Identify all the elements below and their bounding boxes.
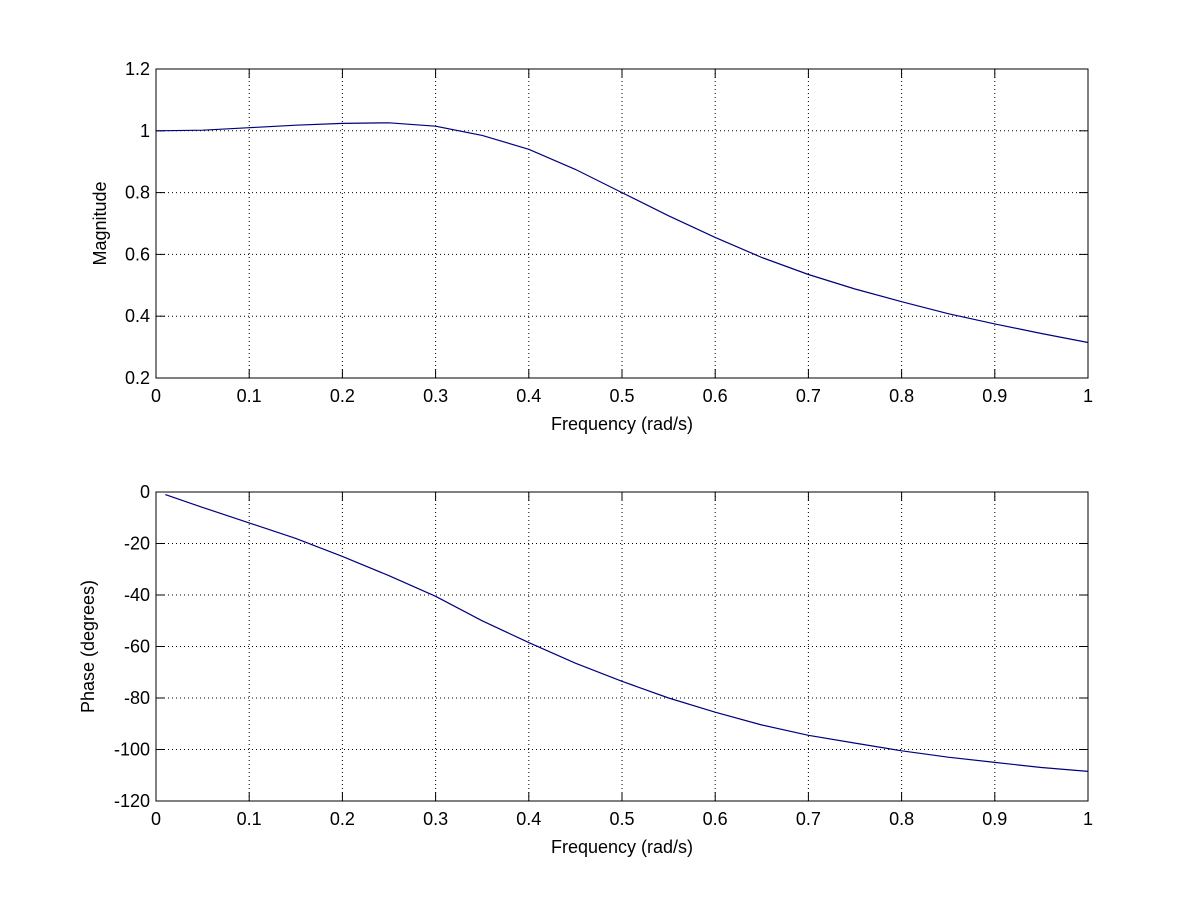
plot-area [156, 69, 1088, 378]
y-tick-label: -120 [114, 791, 150, 811]
x-tick-label: 0.3 [423, 809, 448, 829]
subplot-2: 0 0.1 0.2 0.3 0.4 0.5 0.6 0.7 0.8 0.9 1 -120 -100 -80… [78, 482, 1093, 857]
x-tick-label: 0 [151, 809, 161, 829]
x-tick-label: 0.6 [703, 386, 728, 406]
y-tick-label: -60 [124, 637, 150, 657]
x-tick-label: 1 [1083, 809, 1093, 829]
x-tick-label: 0.4 [516, 809, 541, 829]
x-axis-label: Frequency (rad/s) [551, 837, 693, 857]
y-tick-label: 0.6 [125, 244, 150, 264]
axes-box [155, 491, 1089, 802]
x-tick-label: 1 [1083, 386, 1093, 406]
x-tick-label: 0.1 [237, 386, 262, 406]
x-axis-label: Frequency (rad/s) [551, 414, 693, 434]
y-tick-label: 1 [140, 121, 150, 141]
x-tick-label: 0.9 [982, 809, 1007, 829]
y-tick-label: -20 [124, 534, 150, 554]
x-tick-label: 0.5 [609, 386, 634, 406]
y-tick-label: 1.2 [125, 59, 150, 79]
y-tick-label: 0 [140, 482, 150, 502]
y-tick-label: -80 [124, 688, 150, 708]
x-tick-label: 0.7 [796, 386, 821, 406]
x-tick-label: 0.9 [982, 386, 1007, 406]
x-tick-label: 0.6 [703, 809, 728, 829]
x-tick-label: 0.2 [330, 386, 355, 406]
y-tick-label: 0.4 [125, 306, 150, 326]
series-line [155, 122, 1089, 344]
series-line [165, 494, 1089, 772]
subplot-1: 0 0.1 0.2 0.3 0.4 0.5 0.6 0.7 0.8 0.9 1 0.2 0.4 0.6 0.… [90, 59, 1093, 434]
axes-box [155, 68, 1089, 379]
x-tick-label: 0 [151, 386, 161, 406]
x-tick-label: 0.8 [889, 809, 914, 829]
x-tick-label: 0.2 [330, 809, 355, 829]
y-axis-label: Magnitude [90, 181, 110, 265]
x-tick-label: 0.4 [516, 386, 541, 406]
y-tick-label: 0.2 [125, 368, 150, 388]
y-tick-label: 0.8 [125, 183, 150, 203]
x-tick-label: 0.7 [796, 809, 821, 829]
x-tick-label: 0.1 [237, 809, 262, 829]
x-tick-label: 0.5 [609, 809, 634, 829]
y-tick-label: -100 [114, 740, 150, 760]
x-tick-label: 0.8 [889, 386, 914, 406]
y-axis-label: Phase (degrees) [78, 580, 98, 713]
y-tick-label: -40 [124, 585, 150, 605]
x-tick-label: 0.3 [423, 386, 448, 406]
